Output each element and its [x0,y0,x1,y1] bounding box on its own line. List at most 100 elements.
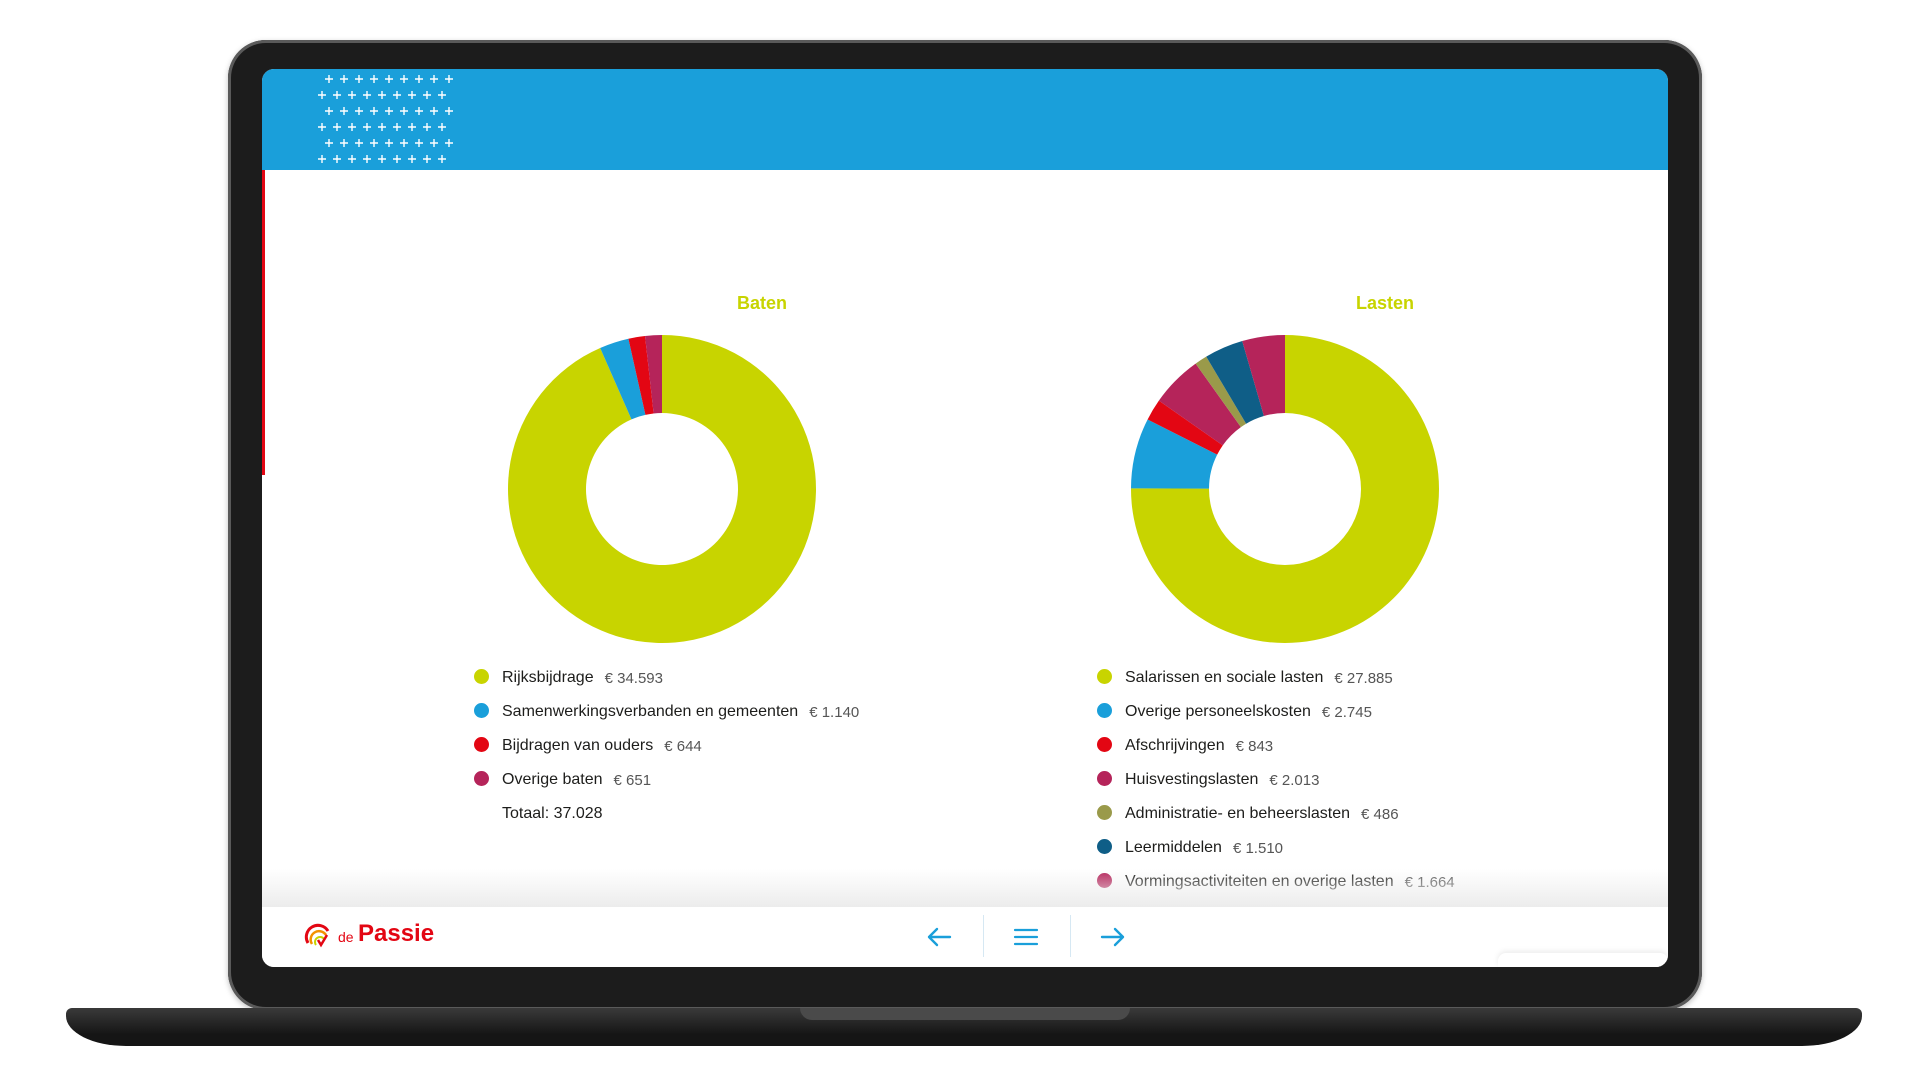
plus-mark [400,75,408,83]
legend-total: Totaal: 37.028 [502,805,603,822]
plus-mark [340,139,348,147]
plus-mark [378,91,386,99]
plus-mark [393,123,401,131]
laptop-notch [800,1008,1130,1020]
legend-item: Overige personeelskosten € 2.745 [1097,695,1455,729]
legend-value: € 486 [1361,805,1399,823]
legend-item: Leermiddelen € 1.510 [1097,831,1455,865]
plus-mark [318,91,326,99]
nav-separator [1070,915,1071,957]
plus-mark [348,155,356,163]
legend-swatch [1097,702,1112,718]
legend-label: Salarissen en sociale lasten [1125,669,1324,686]
plus-mark [423,91,431,99]
legend-swatch [1097,668,1112,684]
plus-mark [445,139,453,147]
plus-mark [423,155,431,163]
plus-mark [385,107,393,115]
legend-swatch [1097,736,1112,752]
plus-mark [445,75,453,83]
plus-mark [318,123,326,131]
donut-slice [1147,400,1223,455]
plus-mark [408,155,416,163]
legend-label: Overige baten [502,771,603,788]
corner-tab [1498,953,1668,967]
legend-label: Samenwerkingsverbanden en gemeenten [502,703,799,720]
plus-mark [393,155,401,163]
plus-mark [430,107,438,115]
plus-mark [415,139,423,147]
plus-mark [355,75,363,83]
plus-mark [430,75,438,83]
legend-swatch [1097,804,1112,820]
donut-slice [600,338,646,420]
legend-value: € 1.140 [809,703,860,721]
legend-item: Samenwerkingsverbanden en gemeenten € 1.1… [474,695,859,729]
legend-label: Leermiddelen [1125,839,1222,856]
logo[interactable]: de Passie [262,907,462,967]
legend-lasten: Salarissen en sociale lasten € 27.885 Over… [1097,661,1455,899]
legend-value: € 843 [1235,737,1274,755]
legend-label: Huisvestingslasten [1125,771,1259,788]
arrow-right-icon [1100,927,1125,947]
logo-name: Passie [358,920,435,947]
plus-mark [445,107,453,115]
plus-mark [378,155,386,163]
donut-slice [507,335,816,643]
legend-swatch [474,702,489,718]
legend-swatch [474,736,489,752]
legend-item: Huisvestingslasten € 2.013 [1097,763,1455,797]
menu-icon [1013,928,1039,946]
rainbow-logo-icon [304,923,330,948]
legend-label: Afschrijvingen [1125,737,1225,754]
chart-title-lasten: Lasten [1355,293,1415,313]
plus-mark [340,75,348,83]
donut-slice [1131,419,1218,489]
legend-item: Rijksbijdrage € 34.593 [474,661,859,695]
legend-item: Salarissen en sociale lasten € 27.885 [1097,661,1455,695]
plus-mark [325,107,333,115]
plus-mark [355,107,363,115]
legend-value: € 644 [664,737,702,755]
plus-mark [333,91,341,99]
previous-button[interactable] [917,915,961,959]
logo-prefix: de [338,929,354,945]
legend-swatch [474,668,489,684]
legend-label: Bijdragen van ouders [502,737,654,754]
plus-pattern-decoration [318,75,453,163]
plus-mark [363,123,371,131]
plus-mark [393,91,401,99]
plus-mark [438,123,446,131]
next-button[interactable] [1091,915,1135,959]
legend-label: Administratie- en beheerslasten [1125,805,1351,822]
plus-mark [400,139,408,147]
plus-mark [318,155,326,163]
nav-separator [983,915,984,957]
legend-value: € 651 [613,771,652,789]
legend-value: € 34.593 [604,669,663,687]
menu-button[interactable] [1004,915,1048,959]
plus-mark [408,91,416,99]
donut-slice [1195,356,1247,428]
plus-mark [400,107,408,115]
chart-title-baten: Baten [736,293,787,313]
plus-mark [363,155,371,163]
donut-chart-baten [507,335,816,643]
plus-mark [385,139,393,147]
donut-slice [628,335,654,415]
legend-value: € 1.510 [1232,839,1283,857]
legend-swatch [1097,838,1112,854]
plus-mark [325,75,333,83]
donut-slice [1131,335,1439,643]
plus-mark [370,75,378,83]
plus-mark [325,139,333,147]
plus-mark [408,123,416,131]
screen: Baten Rijksbijdrage € 34.593 Samenwerkings… [262,69,1668,967]
legend-value: € 2.745 [1321,703,1372,721]
legend-swatch [1097,770,1112,786]
plus-mark [378,123,386,131]
plus-mark [340,107,348,115]
legend-label: Overige personeelskosten [1125,703,1311,720]
header-band [262,69,1668,170]
donut-chart-lasten [1131,335,1439,643]
